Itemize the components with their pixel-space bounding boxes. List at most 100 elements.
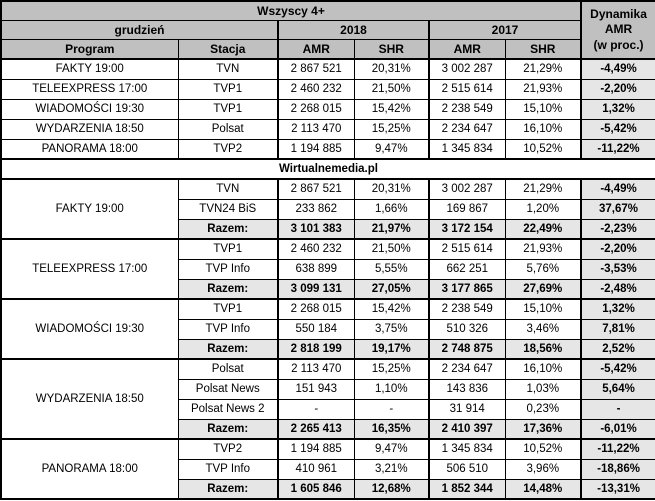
cell-amr-2018: 638 899 bbox=[277, 258, 355, 280]
cell-program: WYDARZENIA 18:50 bbox=[0, 118, 179, 140]
cell-station: TVP1 bbox=[177, 98, 279, 120]
cell-amr-2018: 2 268 015 bbox=[277, 298, 355, 320]
cell-station: TVP Info bbox=[177, 318, 279, 340]
cell-amr-2017: 2 238 549 bbox=[428, 298, 506, 320]
cell-shr-2017: 3,96% bbox=[504, 458, 582, 480]
cell-shr-2018: 21,97% bbox=[353, 218, 430, 240]
cell-dynamics: -2,48% bbox=[580, 278, 655, 300]
cell-shr-2018: 1,66% bbox=[353, 198, 430, 220]
cell-amr-2017: 2 410 397 bbox=[428, 418, 506, 440]
dynamics-header: Dynamika AMR (w proc.) bbox=[580, 0, 655, 60]
cell-station: TVP Info bbox=[177, 458, 279, 480]
cell-amr-2017: 1 345 834 bbox=[428, 438, 506, 460]
cell-shr-2018: 27,05% bbox=[353, 278, 430, 300]
header-row-audience: Wszyscy 4+ Dynamika AMR (w proc.) bbox=[0, 0, 655, 60]
cell-amr-2017: 2 515 614 bbox=[428, 78, 506, 100]
cell-amr-2018: 2 460 232 bbox=[277, 78, 355, 100]
cell-shr-2018: 12,68% bbox=[353, 478, 430, 500]
month-header: grudzień bbox=[0, 20, 279, 40]
cell-shr-2018: 9,47% bbox=[353, 438, 430, 460]
cell-dynamics: -3,53% bbox=[580, 258, 655, 280]
cell-amr-2017: 143 836 bbox=[428, 378, 506, 400]
cell-amr-2018: 2 113 470 bbox=[277, 358, 355, 380]
cell-station: Razem: bbox=[177, 338, 279, 360]
cell-shr-2017: 21,29% bbox=[504, 178, 582, 200]
summary-row: WIADOMOŚCI 19:30 TVP1 2 268 015 15,42% 2 238… bbox=[0, 98, 655, 120]
cell-shr-2017: 17,36% bbox=[504, 418, 582, 440]
amr-2017-column-header: AMR bbox=[428, 39, 506, 60]
cell-dynamics: -6,01% bbox=[580, 418, 655, 440]
cell-program: TELEEXPRESS 17:00 bbox=[0, 78, 179, 100]
cell-amr-2017: 3 002 287 bbox=[428, 178, 506, 200]
cell-station: TVP1 bbox=[177, 78, 279, 100]
cell-program: WIADOMOŚCI 19:30 bbox=[0, 98, 179, 120]
cell-amr-2018: 2 460 232 bbox=[277, 238, 355, 260]
group-row: Polsat News 2- -31 914 0,23% - bbox=[1, 398, 655, 420]
cell-amr-2017: 510 326 bbox=[428, 318, 506, 340]
group-row: TVN24 BiS 233 862 1,66% 169 867 1,20% 37,67% bbox=[1, 198, 655, 220]
cell-station: Polsat News 2 bbox=[177, 398, 279, 420]
shr-2018-column-header: SHR bbox=[353, 39, 430, 60]
cell-shr-2017: 15,10% bbox=[504, 298, 582, 320]
cell-station: Polsat bbox=[177, 358, 279, 380]
summary-row: WYDARZENIA 18:50 Polsat 2 113 470 15,25% 2 2… bbox=[0, 118, 655, 140]
group-row: FAKTY 19:00 TVN 2 867 521 20,31% 3 002 287 21… bbox=[0, 178, 655, 240]
group-row: PANORAMA 18:00 TVP2 1 194 885 9,47% 1 345 83… bbox=[0, 438, 655, 500]
group-row: TELEEXPRESS 17:00 TVP1 2 460 232 21,50% 2 51… bbox=[0, 238, 655, 300]
cell-dynamics: -5,42% bbox=[580, 118, 655, 140]
cell-amr-2018: 1 605 846 bbox=[277, 478, 355, 500]
shr-2017-column-header: SHR bbox=[504, 39, 582, 60]
cell-shr-2017: 18,56% bbox=[504, 338, 582, 360]
summary-row: FAKTY 19:00 TVN 2 867 521 20,31% 3 002 287 21… bbox=[0, 58, 655, 80]
group-row: WIADOMOŚCI 19:30 TVP1 2 268 015 15,42% 2 238… bbox=[0, 298, 655, 360]
cell-amr-2017: 2 234 647 bbox=[428, 358, 506, 380]
cell-shr-2017: 21,93% bbox=[504, 78, 582, 100]
cell-program: PANORAMA 18:00 bbox=[0, 438, 179, 500]
cell-dynamics: -18,86% bbox=[580, 458, 655, 480]
cell-station: TVP1 bbox=[177, 298, 279, 320]
table-header: Wszyscy 4+ Dynamika AMR (w proc.) grudzi… bbox=[0, 0, 655, 60]
cell-station: TVP2 bbox=[177, 138, 279, 160]
cell-amr-2018: 3 101 383 bbox=[277, 218, 355, 240]
cell-amr-2017: 2 238 549 bbox=[428, 98, 506, 120]
cell-program: PANORAMA 18:00 bbox=[0, 138, 179, 160]
cell-amr-2018: 2 867 521 bbox=[277, 178, 355, 200]
cell-station: Polsat bbox=[177, 118, 279, 140]
cell-amr-2017: 2 515 614 bbox=[428, 238, 506, 260]
cell-shr-2017: 22,49% bbox=[504, 218, 582, 240]
cell-amr-2018: 2 268 015 bbox=[277, 98, 355, 120]
cell-shr-2018: 5,55% bbox=[353, 258, 430, 280]
cell-shr-2017: 16,10% bbox=[504, 358, 582, 380]
cell-amr-2018: 1 194 885 bbox=[277, 438, 355, 460]
year-2018-header: 2018 bbox=[277, 20, 430, 40]
cell-station: Polsat News bbox=[177, 378, 279, 400]
cell-station: TVP1 bbox=[177, 238, 279, 260]
cell-shr-2018: 21,50% bbox=[353, 78, 430, 100]
cell-station: TVP2 bbox=[177, 438, 279, 460]
cell-shr-2017: 10,52% bbox=[504, 138, 582, 160]
header-row-period: grudzień 2018 2017 bbox=[0, 20, 655, 40]
cell-station: Razem: bbox=[177, 278, 279, 300]
cell-station: TVP Info bbox=[177, 258, 279, 280]
cell-amr-2017: 3 002 287 bbox=[428, 58, 506, 80]
cell-station: Razem: bbox=[177, 218, 279, 240]
cell-program: TELEEXPRESS 17:00 bbox=[0, 238, 179, 300]
group-total-row: Razem: 2 265 413 16,35% 2 410 397 17,36% -6,0… bbox=[1, 418, 655, 440]
cell-shr-2018: 15,25% bbox=[353, 358, 430, 380]
group-total-row: Razem: 3 099 131 27,05% 3 177 865 27,69% -2,4… bbox=[1, 278, 655, 300]
cell-dynamics: -2,20% bbox=[580, 78, 655, 100]
audience-header: Wszyscy 4+ bbox=[0, 0, 582, 21]
cell-station: TVN bbox=[177, 178, 279, 200]
cell-amr-2018: 233 862 bbox=[277, 198, 355, 220]
cell-amr-2017: 662 251 bbox=[428, 258, 506, 280]
source-banner: Wirtualnemedia.pl bbox=[0, 158, 655, 180]
cell-shr-2017: 21,93% bbox=[504, 238, 582, 260]
cell-dynamics: -4,49% bbox=[580, 58, 655, 80]
cell-shr-2017: 1,03% bbox=[504, 378, 582, 400]
cell-station: Razem: bbox=[177, 478, 279, 500]
cell-amr-2017: 169 867 bbox=[428, 198, 506, 220]
cell-shr-2018: 19,17% bbox=[353, 338, 430, 360]
cell-amr-2018: 151 943 bbox=[277, 378, 355, 400]
cell-station: Razem: bbox=[177, 418, 279, 440]
